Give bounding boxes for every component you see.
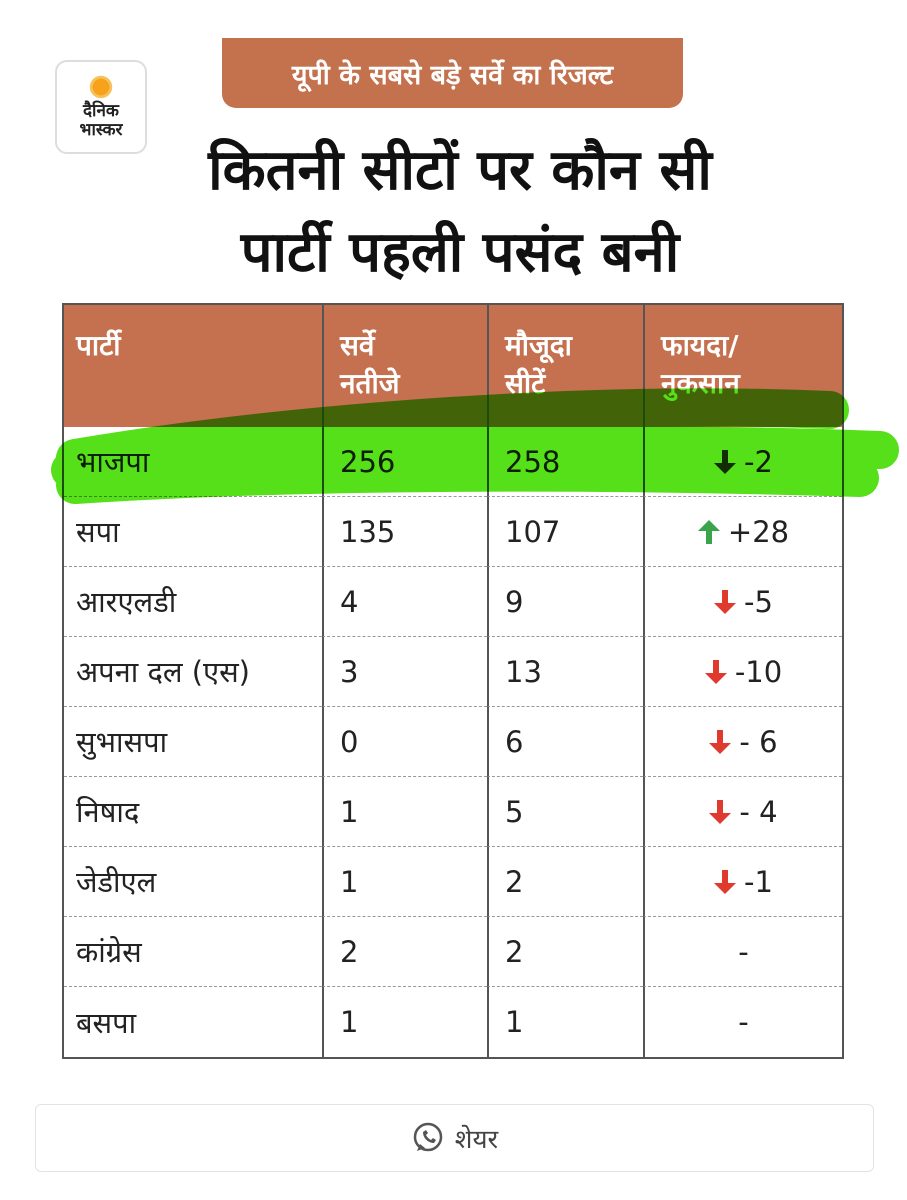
cell: -5: [643, 567, 842, 637]
row: आरएलडी 4 9 -5: [64, 567, 842, 637]
arrow-up: [697, 519, 720, 544]
logo: दैनिक भास्कर: [55, 60, 147, 154]
header-text: सर्वे: [340, 329, 375, 362]
cell: -: [643, 987, 842, 1057]
change: -: [738, 1005, 749, 1039]
header-text: नुकसान: [661, 367, 740, 400]
row: बसपा 1 1 -: [64, 987, 842, 1057]
change: -5: [744, 584, 773, 619]
cell: निषाद: [64, 777, 322, 847]
header-text: पार्टी: [76, 329, 121, 362]
arrow-down: [709, 729, 732, 754]
cell: 1: [487, 987, 643, 1057]
cell: +28: [643, 497, 842, 567]
cell: 1: [322, 987, 487, 1057]
row: भाजपा 256 258 -2: [64, 427, 842, 497]
change: -: [738, 934, 749, 969]
cell: 3: [322, 637, 487, 707]
change: -2: [744, 444, 773, 479]
cell: 6: [487, 707, 643, 777]
header-text: सीटें: [505, 367, 546, 400]
header-row: पार्टी सर्वे नतीजे मौजूदा सीटें फायदा/ नुकस…: [64, 305, 842, 427]
cell: 2: [322, 917, 487, 987]
badge: यूपी के सबसे बड़े सर्वे का रिजल्ट: [222, 38, 683, 108]
row: जेडीएल 1 2 -1: [64, 847, 842, 917]
cell: भाजपा: [64, 427, 322, 497]
cell: 4: [322, 567, 487, 637]
arrow-down: [714, 589, 737, 614]
cell: अपना दल (एस): [64, 637, 322, 707]
change: -10: [734, 654, 783, 689]
cell: -: [643, 917, 842, 987]
cell: 2: [487, 917, 643, 987]
share-label: शेयर: [454, 1125, 499, 1155]
cell: 135: [322, 497, 487, 567]
row: सपा 135 107 +28: [64, 497, 842, 567]
logo-text: भास्कर: [79, 120, 123, 140]
cell: कांग्रेस: [64, 917, 322, 987]
cell: -1: [643, 847, 842, 917]
change: - 4: [739, 794, 778, 829]
change: +28: [727, 514, 790, 549]
cell: -10: [643, 637, 842, 707]
cell: - 4: [643, 777, 842, 847]
header-cell: मौजूदा सीटें: [487, 305, 643, 427]
row: सुभासपा 0 6 - 6: [64, 707, 842, 777]
cell: आरएलडी: [64, 567, 322, 637]
change: - 6: [739, 724, 778, 759]
cell: बसपा: [76, 1005, 137, 1040]
arrow-down: [714, 449, 737, 474]
cell: 2: [487, 847, 643, 917]
change: -1: [744, 864, 773, 899]
cell: 5: [487, 777, 643, 847]
arrow-down: [709, 799, 732, 824]
cell: 258: [487, 427, 643, 497]
cell: 107: [487, 497, 643, 567]
cell: -2: [643, 427, 842, 497]
logo-sun: [88, 74, 114, 100]
cell: 0: [322, 707, 487, 777]
title-line: पार्टी पहली पसंद बनी: [240, 220, 680, 285]
cell: - 6: [643, 707, 842, 777]
cell: 9: [487, 567, 643, 637]
arrow-down: [714, 869, 737, 894]
row: निषाद 1 5 - 4: [64, 777, 842, 847]
header-text: नतीजे: [340, 367, 400, 400]
header-cell: सर्वे नतीजे: [322, 305, 487, 427]
cell: सुभासपा: [64, 707, 322, 777]
cell: 256: [322, 427, 487, 497]
row: कांग्रेस 2 2 -: [64, 917, 842, 987]
whatsapp-icon: [413, 1122, 443, 1152]
cell: जेडीएल: [64, 847, 322, 917]
cell: 1: [322, 777, 487, 847]
title: कितनी सीटों पर कौन सी पार्टी पहली पसंद ब…: [150, 130, 770, 294]
share-button[interactable]: शेयर: [35, 1104, 874, 1172]
table: पार्टी सर्वे नतीजे मौजूदा सीटें फायदा/ नुकस…: [62, 303, 844, 1059]
header-cell: पार्टी: [64, 305, 322, 427]
title-line: कितनी सीटों पर कौन सी: [208, 138, 712, 203]
logo-text: दैनिक: [83, 101, 119, 121]
row: अपना दल (एस) 3 13 -10: [64, 637, 842, 707]
header-text: फायदा/: [661, 329, 739, 362]
cell: 13: [487, 637, 643, 707]
header-text: मौजूदा: [505, 329, 572, 362]
cell: 1: [322, 847, 487, 917]
arrow-down: [704, 659, 727, 684]
cell: सपा: [64, 497, 322, 567]
header-cell: फायदा/ नुकसान: [643, 305, 842, 427]
